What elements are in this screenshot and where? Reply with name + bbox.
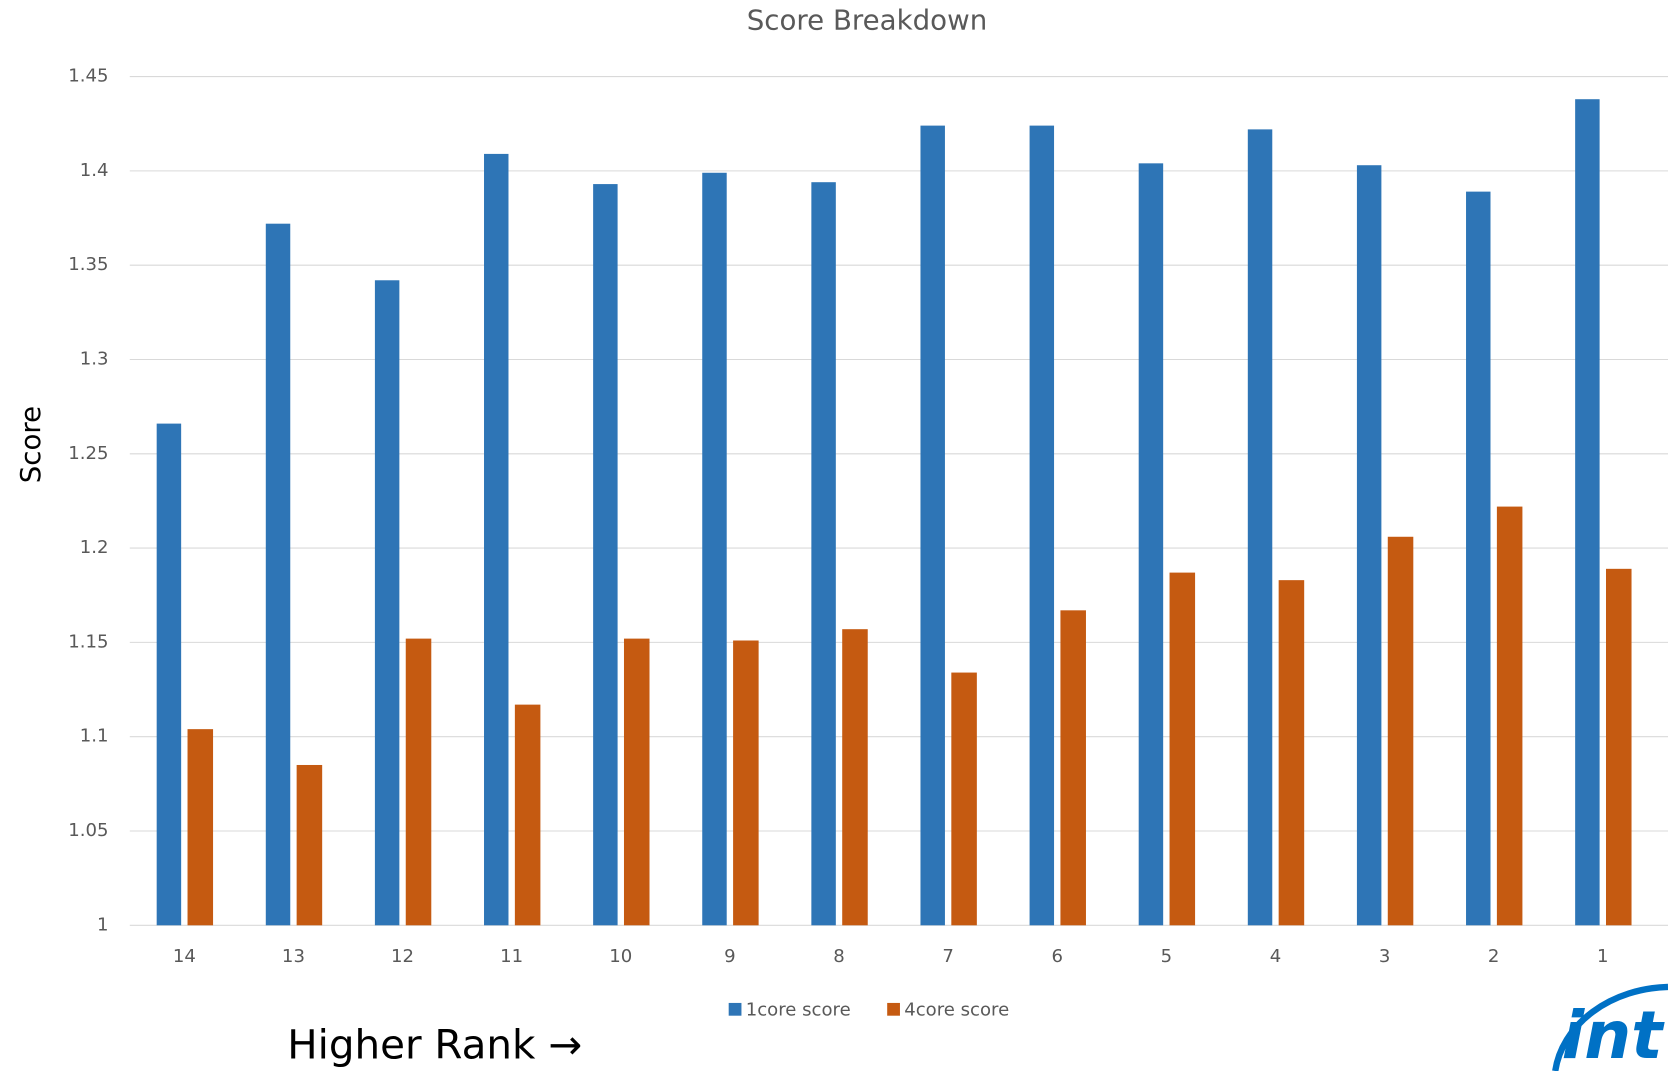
legend-swatch: [887, 1002, 900, 1016]
x-tick-label: 12: [391, 946, 414, 967]
bar: [1466, 191, 1491, 926]
logo-text: int: [1562, 997, 1666, 1071]
bar: [1387, 536, 1414, 926]
x-tick-label: 1: [1597, 946, 1609, 967]
x-tick-label: 3: [1379, 946, 1391, 967]
y-tick-label: 1.45: [68, 66, 108, 87]
bar: [265, 223, 291, 926]
y-tick-label: 1.15: [68, 631, 108, 652]
bar: [593, 184, 618, 926]
y-tick-label: 1.2: [80, 537, 109, 558]
legend-label: 1core score: [746, 999, 851, 1020]
bar: [405, 638, 432, 926]
y-tick-label: 1.4: [80, 160, 109, 181]
bar: [484, 153, 509, 926]
y-tick-label: 1: [97, 914, 109, 935]
bar: [1247, 129, 1273, 926]
y-tick-label: 1.25: [68, 443, 108, 464]
bar: [1169, 572, 1196, 926]
annotation: Higher Rank →: [287, 1021, 582, 1069]
bar: [514, 704, 541, 926]
legend-swatch: [728, 1002, 742, 1016]
bar: [1605, 568, 1632, 926]
y-tick-label: 1.1: [80, 726, 109, 747]
bar: [920, 125, 945, 926]
bar: [1278, 580, 1305, 926]
bar: [187, 729, 214, 926]
x-tick-label: 4: [1270, 946, 1282, 967]
bar: [156, 423, 182, 926]
x-tick-label: 7: [942, 946, 954, 967]
chart-title: Score Breakdown: [747, 3, 987, 36]
bar: [296, 764, 323, 926]
y-tick-label: 1.05: [68, 820, 108, 841]
y-tick-label: 1.3: [80, 348, 109, 369]
x-tick-label: 9: [724, 946, 736, 967]
logo-arc: [1552, 983, 1668, 1071]
bar: [733, 640, 759, 926]
x-tick-label: 6: [1051, 946, 1063, 967]
bar: [842, 629, 868, 926]
bar: [623, 638, 650, 926]
x-tick-label: 10: [609, 946, 632, 967]
bar: [1575, 99, 1600, 926]
x-tick-label: 8: [833, 946, 845, 967]
y-tick-label: 1.35: [68, 254, 108, 275]
x-tick-label: 2: [1488, 946, 1500, 967]
x-tick-label: 5: [1161, 946, 1173, 967]
x-tick-label: 11: [500, 946, 523, 967]
bar: [1138, 163, 1164, 926]
bar: [1496, 506, 1523, 926]
bar: [702, 172, 727, 926]
bar: [1060, 610, 1086, 926]
legend-label: 4core score: [904, 999, 1009, 1020]
bar: [374, 280, 400, 926]
bar: [1029, 125, 1055, 926]
logo: int: [1552, 983, 1668, 1071]
bar: [951, 672, 977, 926]
bar: [1356, 165, 1382, 926]
x-tick-label: 13: [282, 946, 305, 967]
bar: [811, 182, 836, 926]
x-tick-label: 14: [173, 946, 196, 967]
y-axis-label: Score: [14, 406, 47, 483]
